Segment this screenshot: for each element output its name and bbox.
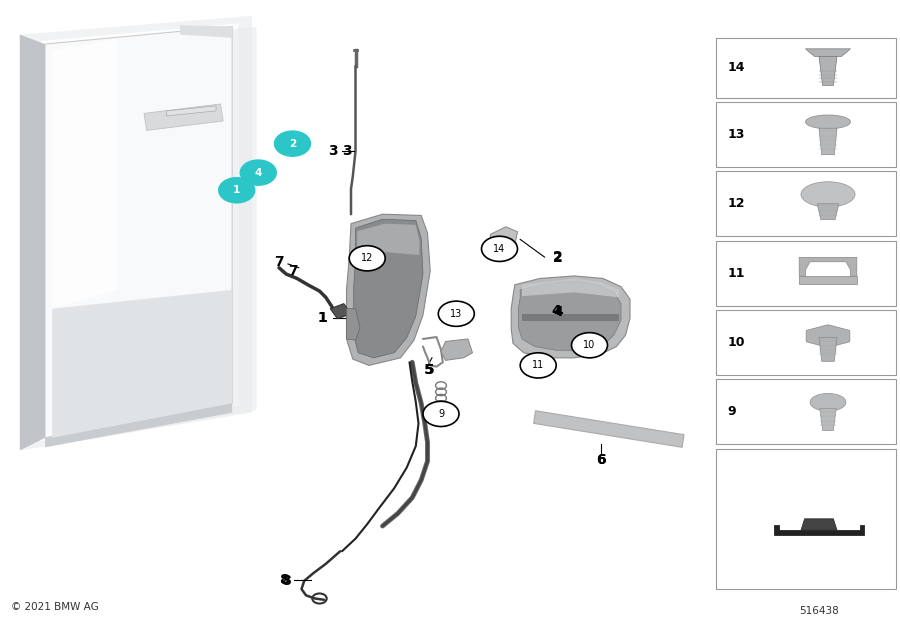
Text: 2: 2 <box>554 251 562 265</box>
Circle shape <box>520 353 556 378</box>
Polygon shape <box>500 238 517 248</box>
Text: 4: 4 <box>255 168 262 178</box>
Ellipse shape <box>801 181 855 207</box>
Polygon shape <box>40 23 239 441</box>
Polygon shape <box>819 338 837 362</box>
Polygon shape <box>522 314 619 321</box>
Text: 14: 14 <box>493 244 506 254</box>
Polygon shape <box>806 49 850 57</box>
Polygon shape <box>357 224 419 255</box>
Polygon shape <box>490 227 518 250</box>
Text: 4: 4 <box>554 305 562 319</box>
Polygon shape <box>144 104 223 130</box>
Polygon shape <box>346 309 360 340</box>
Polygon shape <box>346 214 430 365</box>
Text: 8: 8 <box>282 574 291 588</box>
Text: 516438: 516438 <box>799 606 839 616</box>
Polygon shape <box>58 27 256 445</box>
Polygon shape <box>819 129 837 155</box>
Text: 12: 12 <box>727 197 744 210</box>
Circle shape <box>219 178 255 203</box>
Polygon shape <box>354 219 423 358</box>
Text: 1: 1 <box>318 311 327 325</box>
Circle shape <box>572 333 608 358</box>
Text: 3: 3 <box>328 144 338 158</box>
Polygon shape <box>522 278 619 297</box>
Polygon shape <box>52 39 117 309</box>
FancyBboxPatch shape <box>716 38 896 98</box>
Text: 6: 6 <box>597 453 606 467</box>
Polygon shape <box>45 403 232 447</box>
Polygon shape <box>817 204 839 220</box>
FancyBboxPatch shape <box>716 379 896 444</box>
Text: 11: 11 <box>532 360 544 370</box>
Circle shape <box>349 246 385 271</box>
Text: 5: 5 <box>424 364 433 377</box>
FancyBboxPatch shape <box>716 102 896 167</box>
Text: 13: 13 <box>450 309 463 319</box>
Text: 14: 14 <box>727 61 744 74</box>
FancyBboxPatch shape <box>716 310 896 375</box>
Text: 6: 6 <box>597 453 606 467</box>
Polygon shape <box>45 26 232 438</box>
Polygon shape <box>180 25 232 38</box>
Polygon shape <box>441 339 472 360</box>
Polygon shape <box>20 35 45 450</box>
Text: 13: 13 <box>727 128 744 141</box>
Text: 10: 10 <box>727 336 744 349</box>
Text: 11: 11 <box>727 266 744 280</box>
Circle shape <box>482 236 517 261</box>
Polygon shape <box>820 408 836 431</box>
Polygon shape <box>801 519 837 530</box>
Text: 9: 9 <box>438 409 444 419</box>
Text: 8: 8 <box>279 573 288 587</box>
Polygon shape <box>511 276 630 358</box>
Polygon shape <box>330 304 351 319</box>
Ellipse shape <box>810 393 846 411</box>
Text: 4: 4 <box>552 304 561 318</box>
Polygon shape <box>534 411 684 447</box>
Text: 3: 3 <box>342 144 351 158</box>
Polygon shape <box>819 57 837 86</box>
FancyBboxPatch shape <box>716 449 896 589</box>
Text: 2: 2 <box>554 250 562 264</box>
Text: 9: 9 <box>727 405 736 418</box>
Polygon shape <box>166 106 216 116</box>
FancyBboxPatch shape <box>716 171 896 236</box>
Text: 10: 10 <box>583 340 596 350</box>
Ellipse shape <box>806 115 850 129</box>
Text: © 2021 BMW AG: © 2021 BMW AG <box>11 602 99 612</box>
Text: 1: 1 <box>318 311 327 325</box>
Polygon shape <box>774 525 864 534</box>
Polygon shape <box>799 276 857 285</box>
Text: 2: 2 <box>289 139 296 149</box>
Text: 7: 7 <box>274 255 284 269</box>
Circle shape <box>240 160 276 185</box>
Polygon shape <box>806 325 850 348</box>
Text: 1: 1 <box>233 185 240 195</box>
Polygon shape <box>799 257 857 276</box>
Circle shape <box>423 401 459 427</box>
Polygon shape <box>518 281 621 350</box>
Circle shape <box>274 131 310 156</box>
FancyBboxPatch shape <box>716 241 896 306</box>
Polygon shape <box>52 290 232 438</box>
Circle shape <box>438 301 474 326</box>
Text: 7: 7 <box>288 264 297 278</box>
Text: 12: 12 <box>361 253 374 263</box>
Text: 5: 5 <box>425 364 434 377</box>
Polygon shape <box>20 16 252 450</box>
